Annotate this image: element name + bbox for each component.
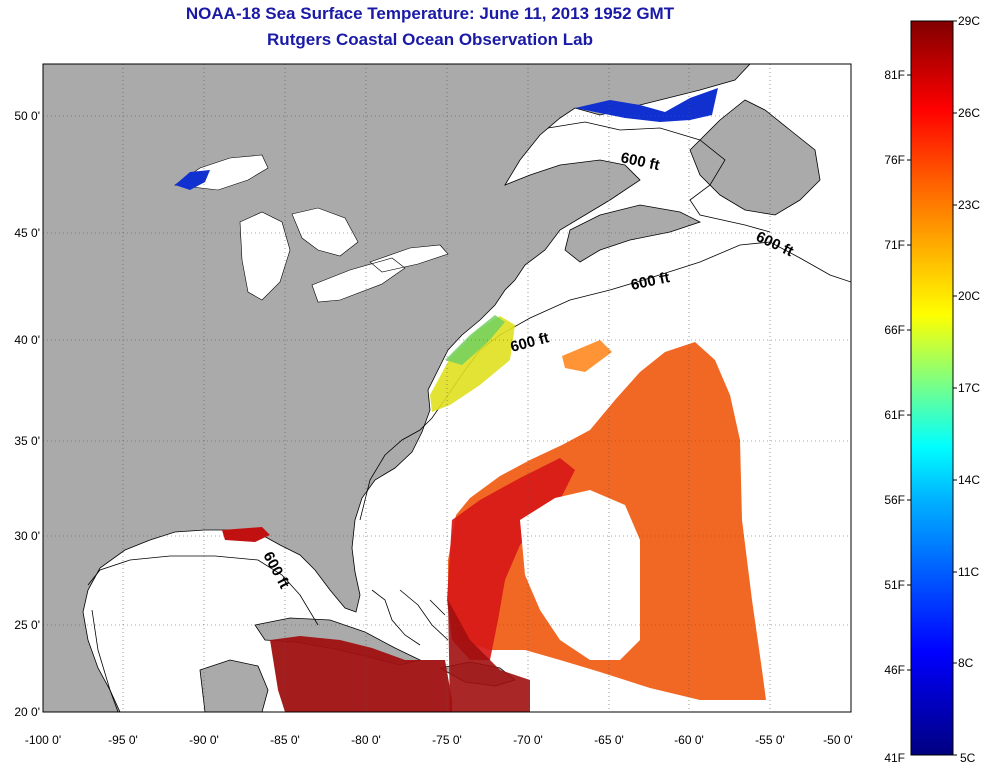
colorbar-fahrenheit-label: 61F xyxy=(884,408,905,422)
sst-cloud-gap xyxy=(520,490,640,660)
sst-gulfstream-orange xyxy=(562,340,612,372)
lat-tick-label: 40 0' xyxy=(14,333,40,347)
lat-tick-label: 25 0' xyxy=(14,618,40,632)
colorbar-gradient xyxy=(910,20,954,756)
lat-tick-label: 20 0' xyxy=(14,705,40,719)
sst-blue-labrador xyxy=(575,88,718,122)
sst-coastal-yellow xyxy=(430,316,515,412)
colorbar-fahrenheit-label: 51F xyxy=(884,578,905,592)
colorbar-celsius-label: 26C xyxy=(958,106,980,120)
lat-tick-label: 30 0' xyxy=(14,529,40,543)
sst-dark-red-bahamas xyxy=(448,600,530,712)
colorbar-fahrenheit-label: 46F xyxy=(884,663,905,677)
land-yucatan xyxy=(199,659,269,712)
colorbar: 29C 26C 23C 20C 17C 14C 11C 8C 5C 81F 76… xyxy=(884,14,980,765)
map-subtitle: Rutgers Coastal Ocean Observation Lab xyxy=(267,30,593,49)
colorbar-fahrenheit-label: 41F xyxy=(884,751,905,765)
lat-tick-label: 50 0' xyxy=(14,109,40,123)
colorbar-celsius-label: 29C xyxy=(958,14,980,28)
colorbar-celsius-label: 23C xyxy=(958,198,980,212)
lon-tick-label: -65 0' xyxy=(594,733,624,747)
colorbar-celsius-label: 20C xyxy=(958,289,980,303)
colorbar-fahrenheit-label: 81F xyxy=(884,68,905,82)
bahamas xyxy=(371,589,449,646)
lon-tick-label: -50 0' xyxy=(823,733,853,747)
land-nova-scotia xyxy=(564,204,702,263)
sst-dark-red-caribbean xyxy=(270,636,452,712)
colorbar-fahrenheit-label: 56F xyxy=(884,493,905,507)
map-title: NOAA-18 Sea Surface Temperature: June 11… xyxy=(185,4,675,23)
land-newfoundland xyxy=(689,99,821,216)
lat-tick-label: 45 0' xyxy=(14,226,40,240)
lon-tick-label: -60 0' xyxy=(674,733,704,747)
lon-tick-label: -80 0' xyxy=(351,733,381,747)
lon-tick-label: -100 0' xyxy=(25,733,61,747)
colorbar-celsius-label: 17C xyxy=(958,381,980,395)
colorbar-celsius-label: 8C xyxy=(958,656,974,670)
lon-tick-label: -85 0' xyxy=(270,733,300,747)
lat-tick-label: 35 0' xyxy=(14,434,40,448)
sst-blue-superior xyxy=(175,170,210,190)
sst-gulf-red xyxy=(222,527,270,542)
lon-tick-label: -95 0' xyxy=(108,733,138,747)
lon-tick-label: -55 0' xyxy=(755,733,785,747)
land-north-america xyxy=(43,64,751,712)
colorbar-fahrenheit-label: 71F xyxy=(884,238,905,252)
colorbar-celsius-label: 11C xyxy=(958,565,979,579)
colorbar-celsius-label: 14C xyxy=(958,473,980,487)
lon-tick-label: -90 0' xyxy=(189,733,219,747)
colorbar-fahrenheit-label: 76F xyxy=(884,153,905,167)
grid-lines xyxy=(43,64,851,712)
great-lakes xyxy=(174,154,449,303)
lon-tick-label: -70 0' xyxy=(513,733,543,747)
contour-600ft xyxy=(87,121,851,712)
colorbar-celsius-label: 5C xyxy=(960,751,976,765)
colorbar-fahrenheit-label: 66F xyxy=(884,323,905,337)
lon-tick-label: -75 0' xyxy=(432,733,462,747)
